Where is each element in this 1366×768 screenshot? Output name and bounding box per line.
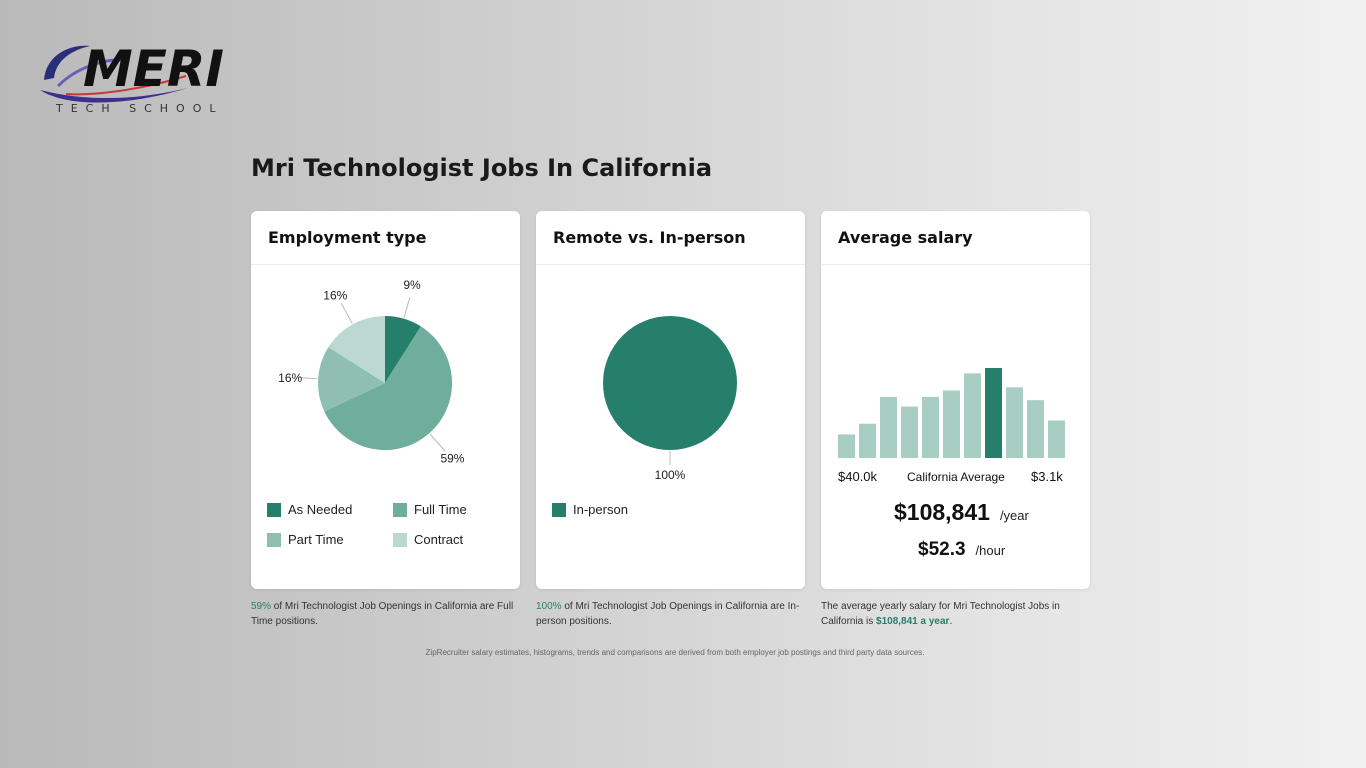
caption-percent: 100% xyxy=(536,601,562,612)
salary-bar xyxy=(838,434,855,458)
salary-bar xyxy=(901,406,918,458)
salary-title: Average salary xyxy=(838,228,973,247)
legend-part-time: Part Time xyxy=(267,532,344,547)
salary-bar-average xyxy=(985,368,1002,458)
caption-percent: 59% xyxy=(251,601,272,612)
legend-label: Part Time xyxy=(288,532,344,547)
data-source-footnote: ZipRecruiter salary estimates, histogram… xyxy=(425,648,925,657)
employment-type-card: Employment type 9% 59% 16% 16% As Needed Fu… xyxy=(251,211,520,589)
legend-label: In-person xyxy=(573,502,628,517)
salary-bar xyxy=(943,390,960,458)
legend-as-needed: As Needed xyxy=(267,502,352,517)
axis-left-label: $40.0k xyxy=(838,469,878,484)
caption-text: The average yearly salary for Mri Techno… xyxy=(821,601,1060,627)
axis-right-label: $3.1k xyxy=(1031,469,1063,484)
card-divider xyxy=(536,264,805,265)
hourly-salary-unit: /hour xyxy=(975,543,1006,558)
legend-swatch xyxy=(393,502,407,517)
employment-pie-chart: 9% 59% 16% 16% xyxy=(278,278,465,465)
pie-slice-as-needed xyxy=(385,316,421,383)
legend-swatch xyxy=(267,502,281,517)
pie-label-in-person: 100% xyxy=(655,468,686,482)
remote-caption: 100% of Mri Technologist Job Openings in… xyxy=(536,599,806,629)
salary-bar xyxy=(1006,387,1023,458)
pie-label-as-needed: 9% xyxy=(403,278,421,292)
employment-type-title: Employment type xyxy=(268,228,427,247)
pie-slice-full-time xyxy=(324,326,452,450)
caption-text: of Mri Technologist Job Openings in Cali… xyxy=(251,601,514,627)
pie-slice-in-person xyxy=(603,316,737,450)
yearly-salary-row: $108,841 /year xyxy=(894,499,1029,526)
pie-label-part-time: 16% xyxy=(278,371,302,385)
salary-bar xyxy=(1027,400,1044,458)
salary-bar xyxy=(880,396,897,458)
legend-contract: Contract xyxy=(393,532,463,547)
legend-swatch xyxy=(393,532,407,547)
hourly-salary-row: $52.3 /hour xyxy=(918,539,1005,561)
pie-label-leader xyxy=(298,377,318,380)
pie-label-leader xyxy=(429,433,446,452)
legend-label: As Needed xyxy=(288,502,353,517)
pie-slice-contract xyxy=(328,316,385,383)
salary-bar xyxy=(922,396,939,458)
caption-end: . xyxy=(949,616,953,627)
page-title: Mri Technologist Jobs In California xyxy=(251,154,713,182)
remote-vs-inperson-card: Remote vs. In-person 100% In-person xyxy=(536,211,805,589)
pie-label-contract: 16% xyxy=(323,288,347,302)
pie-slice-part-time xyxy=(318,347,385,412)
axis-mid-label: California Average xyxy=(907,470,1005,484)
legend-in-person: In-person xyxy=(552,502,628,517)
yearly-salary-value: $108,841 xyxy=(894,499,990,525)
legend-full-time: Full Time xyxy=(393,502,467,517)
average-salary-card: Average salary $40.0k California Average… xyxy=(821,211,1090,589)
logo-subtext: TECH SCHOOL xyxy=(55,102,224,115)
salary-bar xyxy=(859,423,876,458)
card-divider xyxy=(821,264,1090,265)
pie-label-full-time: 59% xyxy=(440,451,464,465)
legend-swatch xyxy=(267,532,281,547)
remote-pie-chart: 100% xyxy=(603,316,737,482)
meri-logo-graphic: MERI TECH SCHOOL xyxy=(40,40,224,115)
pie-label-leader xyxy=(340,303,353,324)
hourly-salary-value: $52.3 xyxy=(918,539,966,560)
salary-bar xyxy=(1048,420,1065,458)
remote-title: Remote vs. In-person xyxy=(553,228,746,247)
legend-label: Contract xyxy=(414,532,464,547)
meri-logo: MERI TECH SCHOOL xyxy=(38,36,238,116)
salary-caption: The average yearly salary for Mri Techno… xyxy=(821,599,1091,629)
salary-bar xyxy=(964,373,981,458)
logo-wordmark: MERI xyxy=(83,40,224,98)
yearly-salary-unit: /year xyxy=(999,508,1029,523)
pie-label-leader xyxy=(403,297,411,318)
caption-salary-value: $108,841 a year xyxy=(876,616,950,627)
salary-histogram xyxy=(838,368,1065,458)
legend-swatch xyxy=(552,502,566,517)
card-divider xyxy=(251,264,520,265)
legend-label: Full Time xyxy=(414,502,467,517)
employment-caption: 59% of Mri Technologist Job Openings in … xyxy=(251,599,521,629)
caption-text: of Mri Technologist Job Openings in Cali… xyxy=(536,601,800,627)
